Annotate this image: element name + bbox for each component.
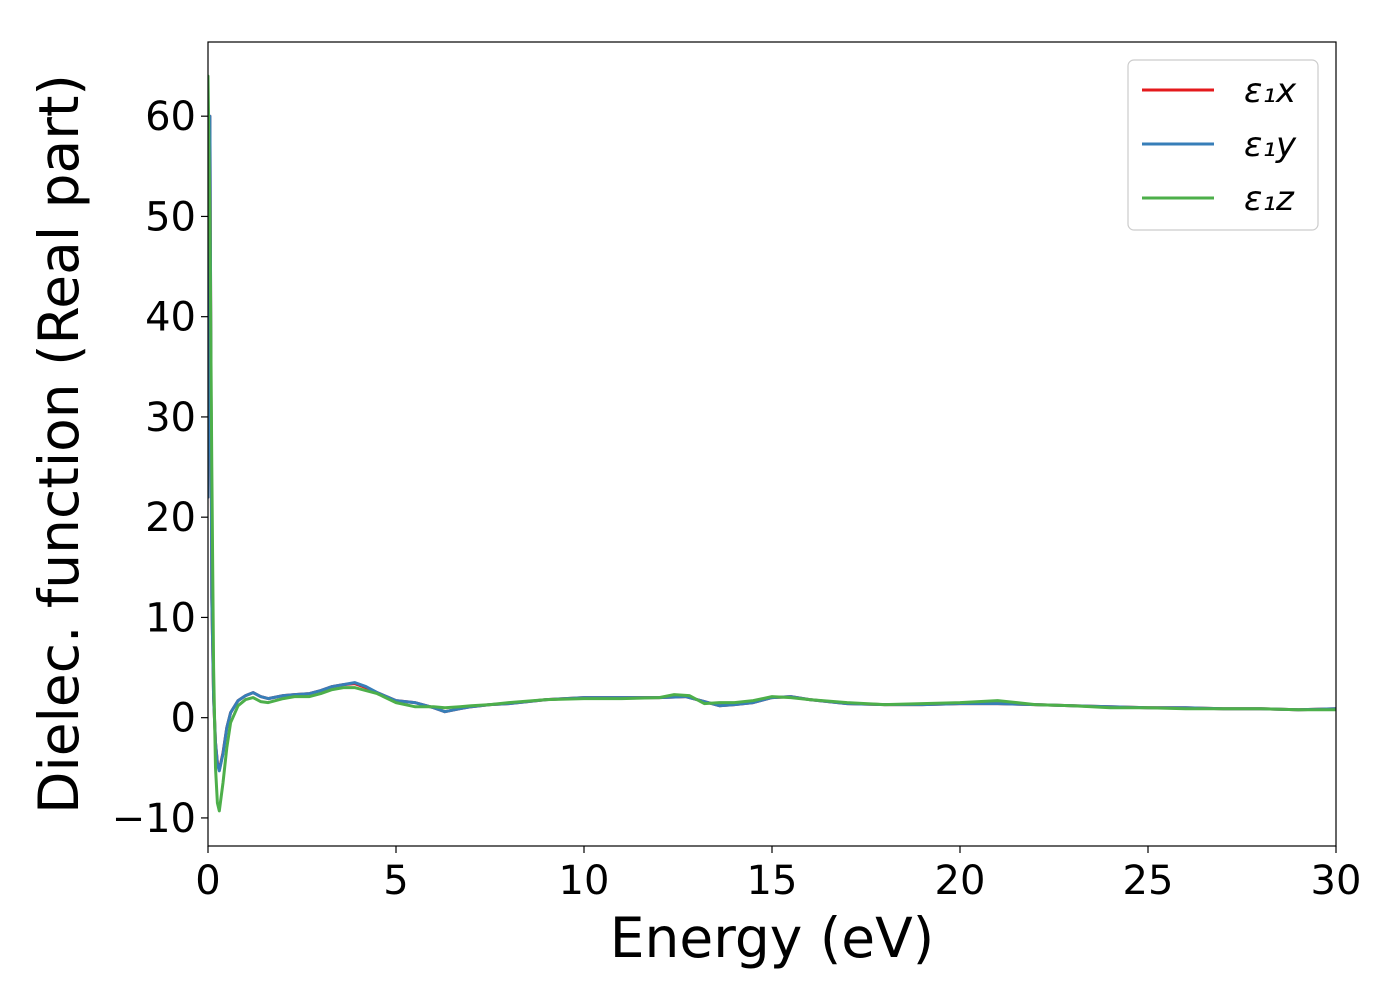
x-tick-label: 25 (1123, 858, 1174, 904)
x-tick-label: 20 (935, 858, 986, 904)
legend-label-2: ε₁y (1244, 125, 1297, 165)
y-tick-label: 50 (145, 194, 196, 240)
x-axis-label: Energy (eV) (610, 906, 934, 970)
y-tick-label: 0 (171, 696, 196, 742)
y-tick-label: 60 (145, 94, 196, 140)
y-tick-label: −10 (112, 796, 196, 842)
x-tick-label: 0 (195, 858, 220, 904)
legend-label-1: ε₁x (1244, 71, 1297, 111)
legend-frame (1127, 59, 1319, 231)
x-tick-label: 30 (1311, 858, 1362, 904)
y-tick-label: 30 (145, 395, 196, 441)
series-line-3 (208, 74, 1336, 813)
x-axis: 0 5 10 15 20 25 30 (195, 846, 1361, 904)
y-axis: −10 0 10 20 30 40 50 60 (112, 94, 208, 842)
y-tick-label: 20 (145, 495, 196, 541)
y-axis-label: Dielec. function (Real part) (27, 74, 91, 814)
x-tick-label: 10 (559, 858, 610, 904)
legend: ε₁x ε₁y ε₁z (1127, 59, 1319, 231)
x-tick-label: 5 (383, 858, 408, 904)
legend-label-3: ε₁z (1244, 179, 1295, 219)
y-tick-label: 10 (145, 595, 196, 641)
y-tick-label: 40 (145, 295, 196, 341)
series-layer (208, 74, 1336, 813)
x-tick-label: 15 (747, 858, 798, 904)
